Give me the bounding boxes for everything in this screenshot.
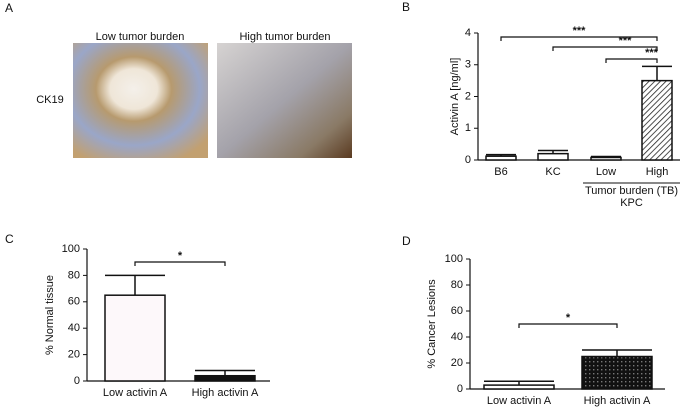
bar [104, 294, 166, 382]
image-title: Low tumor burden [96, 31, 185, 43]
y-tick-label: 80 [68, 269, 80, 281]
significance-bracket [518, 323, 618, 328]
histology-image [217, 43, 352, 158]
panel-letter: D [402, 234, 411, 248]
x-tick-label: High [646, 166, 669, 178]
x-tick-label: KC [545, 166, 560, 178]
bar [194, 374, 256, 382]
x-tick-label: Low activin A [103, 387, 168, 399]
y-tick-label: 0 [465, 154, 471, 166]
y-tick-label: 1 [465, 122, 471, 134]
group-label: KPC [620, 197, 643, 209]
panel-letter: A [5, 1, 13, 15]
y-tick-label: 100 [62, 243, 80, 255]
y-tick-label: 20 [68, 349, 80, 361]
y-axis-label: % Cancer Lesions [426, 279, 438, 369]
y-axis-label: % Normal tissue [44, 275, 56, 355]
group-label: Tumor burden (TB) [585, 185, 678, 197]
x-tick-label: Low activin A [487, 395, 552, 407]
x-tick-label: B6 [494, 166, 507, 178]
y-tick-label: 40 [68, 322, 80, 334]
y-tick-label: 3 [465, 59, 471, 71]
y-tick-label: 40 [451, 331, 463, 343]
bar [641, 79, 673, 161]
y-axis-label: Activin A [ng/ml] [449, 58, 461, 136]
significance-bracket [552, 46, 658, 51]
significance-label: *** [573, 25, 587, 37]
y-tick-label: 0 [74, 375, 80, 387]
image-title: High tumor burden [239, 31, 330, 43]
y-tick-label: 60 [68, 296, 80, 308]
x-tick-label: High activin A [192, 387, 259, 399]
panel-letter: C [5, 232, 14, 246]
significance-bracket [134, 261, 226, 266]
bar [537, 152, 569, 161]
panel-letter: B [402, 0, 410, 14]
histology-image [73, 43, 208, 158]
bar [483, 384, 555, 390]
significance-bracket [500, 36, 658, 41]
y-tick-label: 0 [457, 383, 463, 395]
bar [581, 355, 653, 390]
significance-label: * [178, 250, 183, 262]
y-tick-label: 80 [451, 279, 463, 291]
significance-label: * [566, 312, 571, 324]
bar [590, 156, 622, 161]
bar [485, 155, 517, 161]
significance-bracket [605, 58, 658, 63]
significance-label: *** [619, 35, 633, 47]
x-tick-label: High activin A [584, 395, 651, 407]
y-tick-label: 100 [445, 253, 463, 265]
row-label: CK19 [36, 94, 64, 106]
significance-label: *** [645, 47, 659, 59]
y-tick-label: 4 [465, 27, 471, 39]
y-tick-label: 2 [465, 90, 471, 102]
y-tick-label: 60 [451, 305, 463, 317]
x-tick-label: Low [596, 166, 616, 178]
y-tick-label: 20 [451, 357, 463, 369]
